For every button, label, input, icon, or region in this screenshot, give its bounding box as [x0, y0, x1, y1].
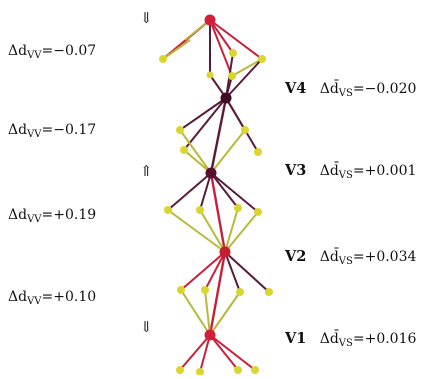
bond [224, 251, 270, 293]
atom-label: V1 [285, 330, 307, 347]
sulfur-atom [258, 55, 266, 63]
sulfur-atom [177, 286, 185, 294]
sulfur-atom [234, 366, 242, 374]
bond [224, 207, 239, 253]
v1-label-row: V1 Δd̄VS=+0.016 [285, 330, 417, 349]
bond [162, 39, 191, 60]
bond [225, 97, 259, 153]
bond [210, 172, 239, 209]
bond [209, 19, 234, 54]
bond [179, 129, 212, 174]
bond [208, 251, 227, 336]
bond [183, 149, 212, 174]
sulfur-atom [236, 288, 244, 296]
vanadium-atom-top [204, 14, 216, 26]
sulfur-atom [176, 366, 184, 374]
sulfur-atom [180, 146, 188, 154]
sulfur-atom [229, 49, 237, 57]
sulfur-atom [228, 72, 236, 80]
sulfur-atom [234, 204, 242, 212]
sulfur-atoms [159, 49, 273, 376]
delta-dvv-label: ΔdVV=−0.17 [8, 122, 97, 140]
bond [231, 58, 263, 77]
sulfur-atom [201, 286, 209, 294]
vanadium-atom-v1 [204, 329, 216, 341]
sulfur-atom [206, 71, 214, 79]
bond [209, 334, 256, 371]
bond [209, 291, 241, 336]
spin-down-arrow-icon: ⇓ [140, 318, 153, 336]
spin-up-arrow-icon: ⇑ [140, 162, 153, 180]
bond [204, 289, 211, 336]
bond [225, 58, 263, 99]
vanadium-atoms [204, 14, 232, 341]
sulfur-atom [164, 206, 172, 214]
sulfur-atom [254, 208, 262, 216]
bond [209, 97, 228, 174]
bonds [162, 19, 270, 373]
v4-label-row: V4 Δd̄VS=−0.020 [285, 80, 417, 99]
bond [224, 251, 241, 293]
bond [209, 19, 263, 60]
bond [180, 251, 226, 291]
bond [210, 129, 246, 174]
bond [209, 334, 239, 371]
bond [179, 97, 227, 131]
sulfur-atom [265, 288, 273, 296]
bond [224, 211, 259, 253]
sulfur-atom [176, 126, 184, 134]
bond [180, 289, 211, 336]
sulfur-atom [254, 148, 262, 156]
bond [199, 172, 212, 211]
sulfur-atom [196, 368, 204, 376]
bond [209, 19, 233, 77]
atom-label: V3 [285, 162, 307, 179]
atom-label: V4 [285, 80, 307, 97]
bond [167, 209, 226, 253]
bond [209, 172, 227, 253]
vanadium-atom-v2 [219, 246, 231, 258]
bond [204, 251, 226, 291]
delta-dvv-label: ΔdVV=+0.10 [8, 289, 97, 307]
sulfur-atom [196, 206, 204, 214]
v2-label-row: V2 Δd̄VS=+0.034 [285, 248, 417, 267]
atom-label: V2 [285, 248, 307, 265]
bond [199, 209, 226, 253]
delta-dvv-label: ΔdVV=+0.19 [8, 207, 97, 225]
sulfur-atom [159, 55, 167, 63]
sulfur-atom [241, 126, 249, 134]
vanadium-atom-v3 [205, 167, 217, 179]
bond [179, 334, 211, 371]
vanadium-atom-v4 [220, 92, 232, 104]
bond [199, 334, 211, 373]
bond [210, 172, 259, 213]
bond [183, 97, 227, 151]
bond [167, 172, 212, 211]
v3-label-row: V3 Δd̄VS=+0.001 [285, 162, 417, 181]
spin-down-arrow-icon: ⇓ [140, 9, 153, 27]
sulfur-atom [251, 366, 259, 374]
delta-dvv-label: ΔdVV=−0.07 [8, 43, 97, 61]
